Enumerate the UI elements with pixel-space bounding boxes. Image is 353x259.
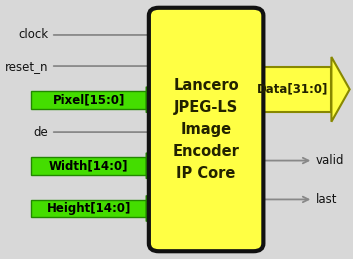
Text: valid: valid [316,154,344,167]
Text: de: de [34,126,48,139]
Text: Data[31:0]: Data[31:0] [257,83,328,96]
FancyBboxPatch shape [149,8,263,251]
Text: last: last [316,193,337,206]
Polygon shape [331,57,350,122]
Polygon shape [31,200,146,217]
Polygon shape [146,87,159,113]
Text: Height[14:0]: Height[14:0] [47,202,131,215]
Polygon shape [31,157,146,175]
Text: reset_n: reset_n [5,60,48,73]
Polygon shape [31,91,146,109]
Text: Pixel[15:0]: Pixel[15:0] [53,93,125,106]
Polygon shape [253,67,331,112]
Text: Lancero
JPEG-LS
Image
Encoder
IP Core: Lancero JPEG-LS Image Encoder IP Core [173,78,240,181]
Polygon shape [146,153,159,179]
Text: Width[14:0]: Width[14:0] [49,159,128,172]
Text: clock: clock [18,28,48,41]
Polygon shape [146,196,159,221]
